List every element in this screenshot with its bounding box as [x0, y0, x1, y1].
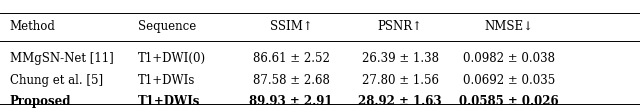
Text: Sequence: Sequence	[138, 20, 196, 33]
Text: NMSE↓: NMSE↓	[484, 20, 533, 33]
Text: 0.0585 ± 0.026: 0.0585 ± 0.026	[459, 95, 559, 108]
Text: 87.58 ± 2.68: 87.58 ± 2.68	[253, 74, 330, 87]
Text: SSIM↑: SSIM↑	[270, 20, 312, 33]
Text: T1+DWIs: T1+DWIs	[138, 95, 200, 108]
Text: T1+DWIs: T1+DWIs	[138, 74, 195, 87]
Text: 28.92 ± 1.63: 28.92 ± 1.63	[358, 95, 442, 108]
Text: Chung et al. [5]: Chung et al. [5]	[10, 74, 103, 87]
Text: 0.0692 ± 0.035: 0.0692 ± 0.035	[463, 74, 555, 87]
Text: Proposed: Proposed	[10, 95, 71, 108]
Text: 27.80 ± 1.56: 27.80 ± 1.56	[362, 74, 438, 87]
Text: 89.93 ± 2.91: 89.93 ± 2.91	[250, 95, 333, 108]
Text: T1+DWI(0): T1+DWI(0)	[138, 52, 205, 65]
Text: PSNR↑: PSNR↑	[378, 20, 422, 33]
Text: MMgSN-Net [11]: MMgSN-Net [11]	[10, 52, 113, 65]
Text: 86.61 ± 2.52: 86.61 ± 2.52	[253, 52, 330, 65]
Text: Method: Method	[10, 20, 56, 33]
Text: 26.39 ± 1.38: 26.39 ± 1.38	[362, 52, 438, 65]
Text: 0.0982 ± 0.038: 0.0982 ± 0.038	[463, 52, 555, 65]
